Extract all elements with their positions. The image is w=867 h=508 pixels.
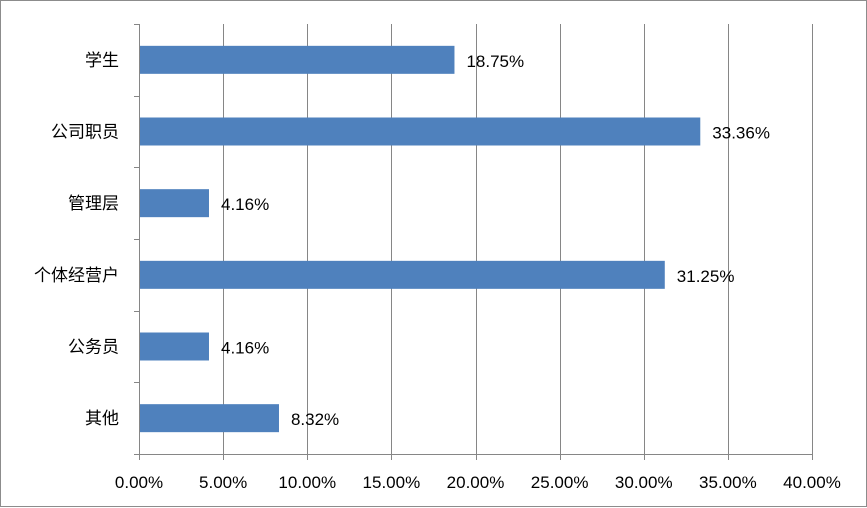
category-label: 个体经营户 [34,266,119,286]
gridlines [223,24,813,454]
category-label: 管理层 [68,194,119,214]
x-tick-labels: 0.00% 5.00% 10.00% 15.00% 20.00% 25.00% 30.00%… [115,473,841,492]
bar [140,189,209,218]
axes [134,24,813,460]
bar [140,260,665,289]
x-tick-label: 25.00% [531,473,589,492]
data-label: 4.16% [221,339,269,358]
category-label: 其他 [85,409,119,429]
data-labels: 18.75% 33.36% 4.16% 31.25% 4.16% 8.32% [221,52,770,429]
category-label: 公司职员 [51,123,119,143]
data-label: 31.25% [677,267,735,286]
x-tick-label: 30.00% [615,473,673,492]
x-tick-label: 15.00% [363,473,421,492]
data-label: 8.32% [291,410,339,429]
bar [140,45,455,74]
x-tick-label: 0.00% [115,473,163,492]
data-label: 4.16% [221,195,269,214]
bar [140,332,209,361]
data-label: 33.36% [712,124,770,143]
x-tick-label: 5.00% [199,473,247,492]
x-tick-label: 35.00% [699,473,757,492]
data-label: 18.75% [466,52,524,71]
category-label: 公务员 [68,338,119,358]
category-label: 学生 [85,51,119,71]
bar [140,404,279,433]
bar [140,117,701,146]
bars [140,45,701,433]
x-tick-label: 20.00% [447,473,505,492]
x-tick-label: 10.00% [278,473,336,492]
x-tick-label: 40.00% [783,473,841,492]
